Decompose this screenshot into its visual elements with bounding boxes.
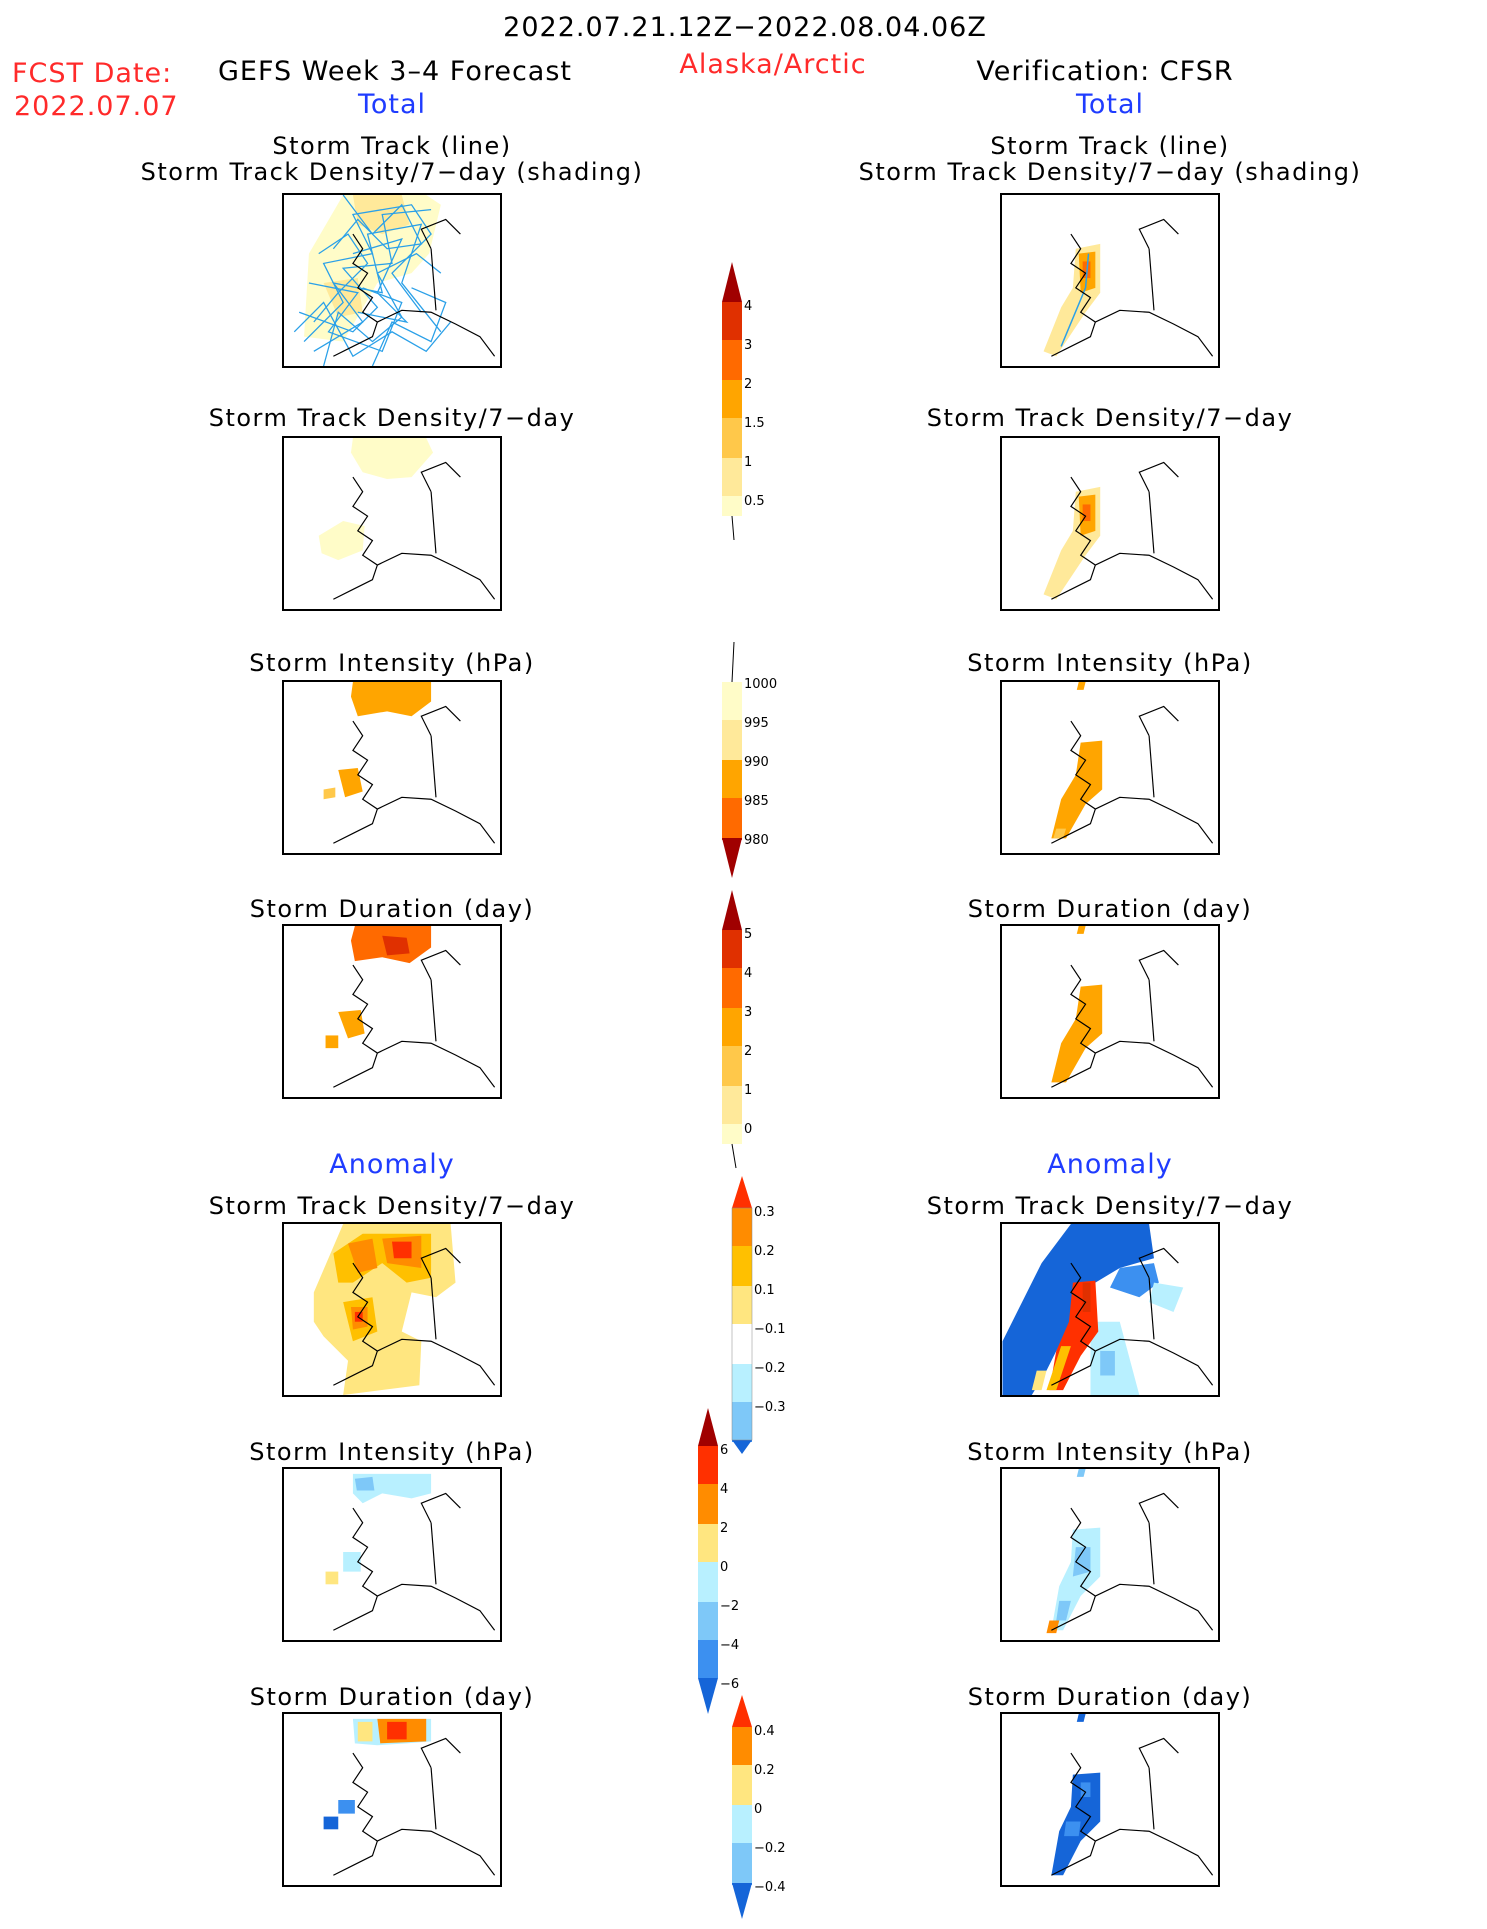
cb-anom-intensity-l1: 4: [720, 1482, 728, 1497]
cb-duration-l2: 3: [744, 1005, 752, 1020]
right-anom-duration-map: [1000, 1712, 1220, 1887]
cb-density-l1: 3: [744, 338, 752, 353]
colorbar-density-cap: [722, 262, 742, 302]
cb-anom-duration-l4: −0.4: [754, 1880, 786, 1895]
left-anom-intensity-title: Storm Intensity (hPa): [249, 1438, 535, 1466]
cb-anom-density-l3: −0.1: [754, 1322, 786, 1337]
colorbar-anom-duration-cap-top: [732, 1695, 752, 1727]
cb-anom-density-l4: −0.2: [754, 1361, 786, 1376]
period-title: 2022.07.21.12Z−2022.08.04.06Z: [503, 12, 987, 43]
right-anom-intensity-title: Storm Intensity (hPa): [967, 1438, 1253, 1466]
right-anom-duration-title: Storm Duration (day): [967, 1683, 1253, 1711]
colorbar-anom-density-cap-top: [732, 1176, 752, 1208]
right-intensity-title: Storm Intensity (hPa): [967, 649, 1253, 677]
cb-anom-density-l5: −0.3: [754, 1400, 786, 1415]
left-density-title: Storm Track Density/7−day: [208, 404, 576, 432]
region-label: Alaska/Arctic: [679, 49, 867, 80]
colorbar-anom-duration-cap-bottom: [732, 1883, 752, 1919]
left-total-label: Total: [357, 89, 427, 120]
colorbar-duration-svg: 5 4 3 2 1 0: [722, 890, 752, 1169]
cb-density-l2: 2: [744, 377, 752, 392]
left-intensity-map: [282, 680, 502, 855]
left-track-shading-title: Storm Track Density/7−day (shading): [140, 158, 644, 186]
cb-anom-intensity-l3: 0: [720, 1560, 728, 1575]
colorbar-intensity: 1000 995 990 985 980: [722, 641, 792, 886]
fcst-label: FCST Date:: [12, 58, 173, 89]
cb-anom-duration-l2: 0: [754, 1802, 762, 1817]
colorbar-anom-density: 0.3 0.2 0.1 −0.1 −0.2 −0.3: [731, 1176, 802, 1460]
right-intensity-map: [1000, 680, 1220, 855]
left-storm-track-map: [282, 193, 502, 368]
cb-density-l3: 1.5: [744, 416, 765, 431]
right-total-label: Total: [1075, 89, 1145, 120]
left-track-line-title: Storm Track (line): [272, 132, 512, 160]
right-verif-title: Verification: CFSR: [976, 56, 1234, 87]
right-track-line-title: Storm Track (line): [990, 132, 1230, 160]
colorbar-anom-intensity-cap-top: [698, 1408, 718, 1446]
colorbar-intensity-svg: 1000 995 990 985 980: [722, 641, 777, 878]
left-density-map: [282, 436, 502, 611]
right-anom-density-map: [1000, 1222, 1220, 1397]
right-track-shading-title: Storm Track Density/7−day (shading): [858, 158, 1362, 186]
colorbar-anom-intensity-cap-bottom: [698, 1678, 718, 1714]
cb-intensity-l1: 995: [744, 716, 769, 731]
cb-duration-l4: 1: [744, 1083, 752, 1098]
colorbar-intensity-cap: [722, 838, 742, 878]
cb-anom-intensity-l6: −6: [720, 1677, 739, 1692]
left-anom-intensity-map: [282, 1467, 502, 1642]
cb-anom-density-l0: 0.3: [754, 1205, 775, 1220]
left-anom-density-map: [282, 1222, 502, 1397]
colorbar-duration: 5 4 3 2 1 0: [722, 890, 792, 1174]
cb-intensity-l3: 985: [744, 794, 769, 809]
cb-duration-l1: 4: [744, 966, 752, 981]
colorbar-anom-duration-svg: 0.4 0.2 0 −0.2 −0.4: [732, 1695, 786, 1919]
cb-anom-intensity-l2: 2: [720, 1521, 728, 1536]
colorbar-anom-density-svg: 0.3 0.2 0.1 −0.1 −0.2 −0.3: [731, 1176, 786, 1454]
cb-anom-duration-l3: −0.2: [754, 1841, 786, 1856]
cb-intensity-l4: 980: [744, 833, 769, 848]
colorbar-anom-intensity: 6 4 2 0 −2 −4 −6: [698, 1408, 768, 1722]
right-duration-title: Storm Duration (day): [967, 895, 1253, 923]
cb-anom-intensity-l0: 6: [720, 1443, 728, 1458]
cb-density-l4: 1: [744, 455, 752, 470]
left-anom-duration-title: Storm Duration (day): [249, 1683, 535, 1711]
cb-density-l0: 4: [744, 299, 752, 314]
left-anom-density-title: Storm Track Density/7−day: [208, 1192, 576, 1220]
right-density-map: [1000, 436, 1220, 611]
right-storm-track-map: [1000, 193, 1220, 368]
right-anom-intensity-map: [1000, 1467, 1220, 1642]
left-intensity-title: Storm Intensity (hPa): [249, 649, 535, 677]
right-anom-density-title: Storm Track Density/7−day: [926, 1192, 1294, 1220]
colorbar-density-svg: 4 3 2 1.5 1 0.5: [722, 262, 765, 541]
fcst-date: 2022.07.07: [14, 91, 179, 122]
cb-anom-intensity-l5: −4: [720, 1638, 739, 1653]
left-duration-map: [282, 924, 502, 1099]
right-density-title: Storm Track Density/7−day: [926, 404, 1294, 432]
right-anomaly-label: Anomaly: [1047, 1149, 1173, 1180]
cb-intensity-l0: 1000: [744, 677, 777, 692]
cb-duration-l5: 0: [744, 1122, 752, 1137]
colorbar-anom-intensity-svg: 6 4 2 0 −2 −4 −6: [698, 1408, 739, 1714]
colorbar-anom-duration: 0.4 0.2 0 −0.2 −0.4: [732, 1695, 802, 1929]
cb-anom-density-l1: 0.2: [754, 1244, 775, 1259]
cb-anom-intensity-l4: −2: [720, 1599, 739, 1614]
colorbar-anom-density-cap-bottom: [732, 1440, 752, 1454]
cb-anom-duration-l1: 0.2: [754, 1763, 775, 1778]
cb-duration-l0: 5: [744, 927, 752, 942]
cb-anom-density-l2: 0.1: [754, 1283, 775, 1298]
cb-intensity-l2: 990: [744, 755, 769, 770]
colorbar-density: 4 3 2 1.5 1 0.5: [722, 262, 792, 546]
left-model-title: GEFS Week 3–4 Forecast: [217, 56, 573, 87]
cb-duration-l3: 2: [744, 1044, 752, 1059]
left-anomaly-label: Anomaly: [329, 1149, 455, 1180]
left-duration-title: Storm Duration (day): [249, 895, 535, 923]
left-anom-duration-map: [282, 1712, 502, 1887]
cb-density-l5: 0.5: [744, 494, 765, 509]
cb-anom-duration-l0: 0.4: [754, 1724, 775, 1739]
colorbar-duration-cap: [722, 890, 742, 930]
right-duration-map: [1000, 924, 1220, 1099]
